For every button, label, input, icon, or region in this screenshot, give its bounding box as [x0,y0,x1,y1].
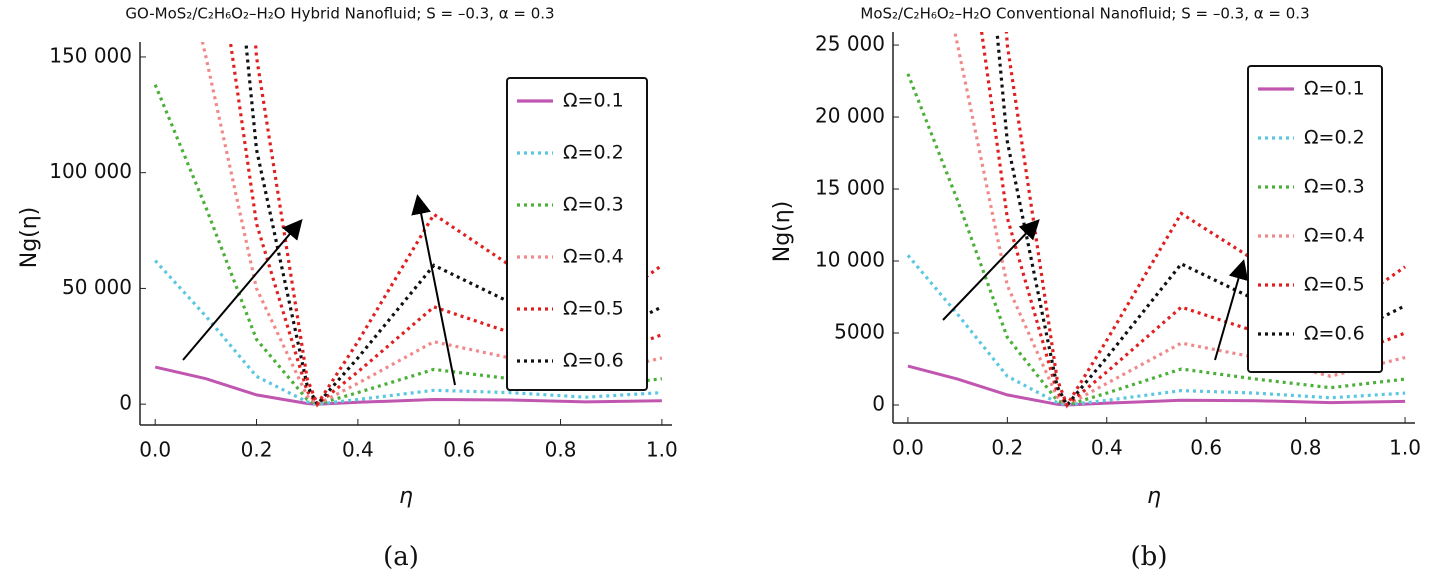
legend-label: Ω=0.2 [1304,127,1365,149]
x-tick-label: 0.2 [241,438,273,462]
chart-panel: 0.0 0.2 0.4 0.6 0.8 1.0 0 5000 10 000 15 000 20 00… [770,5,1421,573]
legend-label: Ω=0.4 [1304,225,1365,247]
y-tick-label: 10 000 [815,248,885,272]
arrow [942,219,1040,321]
x-tick-label: 0.6 [443,438,475,462]
x-tick-label: 0.4 [1091,436,1123,460]
legend-label: Ω=0.3 [1304,176,1365,198]
chart-panel: 0.0 0.2 0.4 0.6 0.8 1.0 0 50 000 100 000 150 000 Ω… [17,5,678,573]
series-line [153,84,663,406]
series-line [907,364,1406,407]
legend-label: Ω=0.5 [563,298,624,320]
series-line [200,42,663,407]
series-line [253,42,663,408]
legend-box [1247,65,1383,373]
x-tick-label: 0.6 [1190,436,1222,460]
y-tick-label: 25 000 [815,32,885,56]
arrow [1214,259,1249,361]
legend-label: Ω=0.5 [1304,274,1365,296]
arrow [182,218,303,361]
x-tick-label: 0.8 [1290,436,1322,460]
y-tick-label: 20 000 [815,104,885,128]
legend-box [506,77,648,391]
x-tick-label: 0.2 [991,436,1023,460]
x-tick-label: 1.0 [646,438,678,462]
y-tick-label: 150 000 [49,43,132,67]
x-tick-label: 0.4 [342,438,374,462]
series-line [154,365,662,406]
arrows [182,194,1249,386]
x-tick-label: 0.0 [139,438,171,462]
arrow [411,194,456,386]
x-tick-label: 0.0 [892,436,924,460]
legend-label: Ω=0.6 [563,350,624,372]
y-tick-label: 50 000 [62,275,132,299]
caption: (b) [1131,542,1168,572]
legend-label: Ω=0.1 [563,90,624,112]
y-tick-label: 15 000 [815,176,885,200]
caption: (a) [383,542,419,572]
legend-label: Ω=0.2 [563,142,624,164]
plot-area [906,32,1407,409]
x-axis-label: η [399,484,413,509]
x-tick-label: 0.8 [545,438,577,462]
x-tick-label: 1.0 [1389,436,1421,460]
y-tick-label: 0 [119,391,132,415]
series-line [154,259,662,406]
legend-label: Ω=0.6 [1304,323,1365,345]
legend-label: Ω=0.3 [563,194,624,216]
y-tick-label: 100 000 [49,159,132,183]
series-line [906,254,1406,407]
y-axis-label: Ng(η) [770,201,795,263]
y-tick-label: 0 [872,392,885,416]
series-line [906,73,1406,407]
legend-label: Ω=0.4 [563,246,624,268]
y-axis-label: Ng(η) [17,207,42,269]
y-tick-label: 5000 [834,320,885,344]
series-line [953,32,1406,407]
legend-label: Ω=0.1 [1304,78,1365,100]
chart-title: GO-MoS₂/C₂H₆O₂–H₂O Hybrid Nanofluid; S =… [125,5,554,23]
x-axis-label: η [1147,484,1161,509]
chart-title: MoS₂/C₂H₆O₂–H₂O Conventional Nanofluid; … [860,5,1309,23]
series-line [995,32,1406,408]
